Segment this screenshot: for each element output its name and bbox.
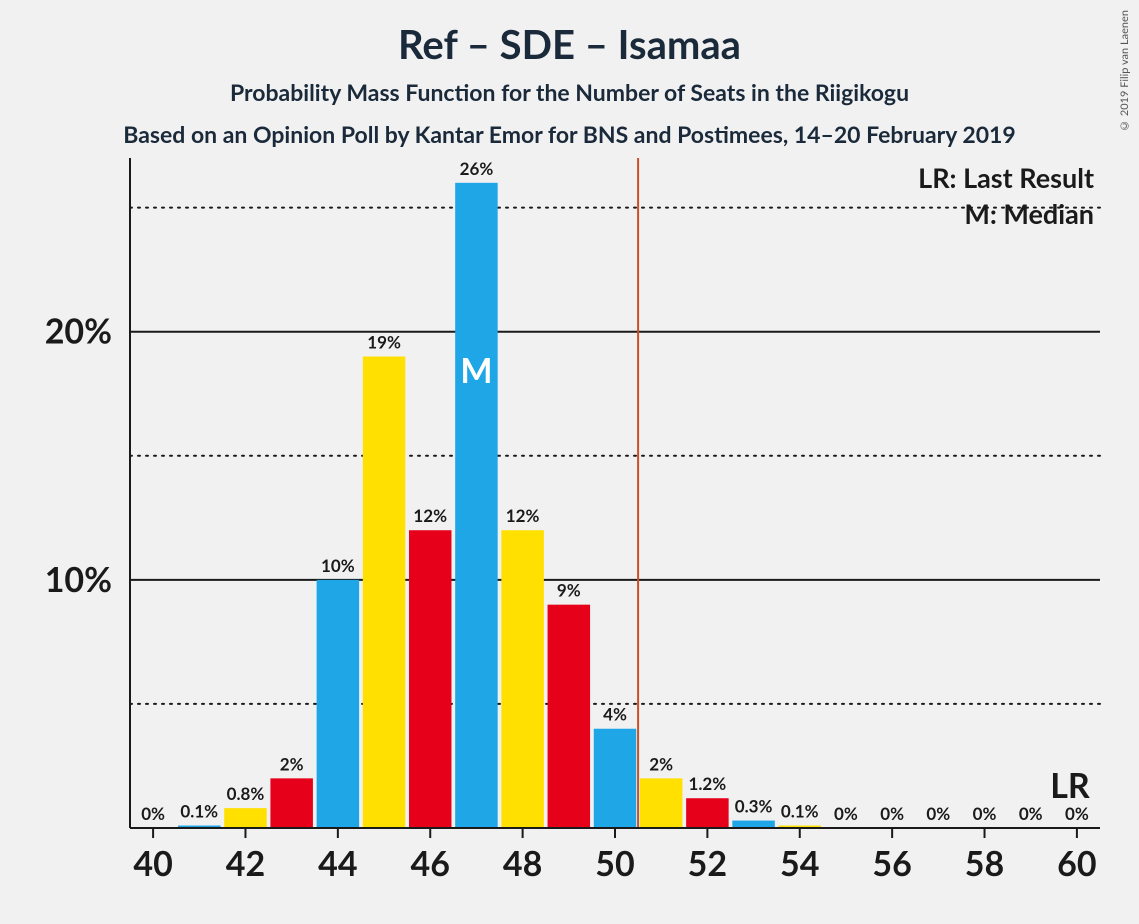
copyright-text: © 2019 Filip van Laenen xyxy=(1118,10,1131,132)
y-tick-label: 20% xyxy=(45,311,112,352)
bar-value-label: 19% xyxy=(367,332,401,353)
legend-lr: LR: Last Result xyxy=(918,161,1094,194)
x-tick-label: 50 xyxy=(595,843,634,884)
x-tick-label: 40 xyxy=(133,843,172,884)
bar xyxy=(548,605,590,828)
bar-value-label: 0% xyxy=(834,803,858,824)
chart-container: 10% 20% 0% 0.1% 0.8% 2% 10% 19% 12% 26% M 12% 9% 4% 2%… xyxy=(30,158,1110,898)
bar xyxy=(686,798,728,828)
chart-source: Based on an Opinion Poll by Kantar Emor … xyxy=(0,120,1139,148)
bar-value-label: 4% xyxy=(603,704,627,725)
bar-value-label: 0.1% xyxy=(180,801,218,822)
bar xyxy=(732,821,774,828)
x-tick-label: 48 xyxy=(503,843,542,884)
bar xyxy=(594,729,636,828)
lr-label: LR xyxy=(1050,765,1090,806)
bar-value-label: 0% xyxy=(926,803,950,824)
chart-title: Ref – SDE – Isamaa xyxy=(0,20,1139,68)
x-tick-label: 46 xyxy=(411,843,450,884)
bar xyxy=(501,530,543,828)
bar-value-label: 0% xyxy=(880,803,904,824)
x-tick-label: 54 xyxy=(780,843,819,884)
bar-value-label: 0% xyxy=(1019,803,1043,824)
legend-median: M: Median xyxy=(964,197,1094,230)
bar xyxy=(455,183,497,828)
x-tick-label: 52 xyxy=(688,843,727,884)
x-tick-label: 58 xyxy=(965,843,1004,884)
bar-value-label: 12% xyxy=(413,505,447,526)
bar-value-label: 0% xyxy=(141,803,165,824)
bar-value-label: 2% xyxy=(649,753,673,774)
bar-value-label: 26% xyxy=(460,158,494,179)
bar xyxy=(317,580,359,828)
bar-value-label: 9% xyxy=(557,580,581,601)
bar xyxy=(640,778,682,828)
bar-value-label: 0.3% xyxy=(735,796,773,817)
bar-value-label: 2% xyxy=(280,753,304,774)
bar xyxy=(409,530,451,828)
bar-value-label: 10% xyxy=(321,555,355,576)
x-tick-label: 44 xyxy=(318,843,357,884)
pmf-bar-chart: 10% 20% 0% 0.1% 0.8% 2% 10% 19% 12% 26% M 12% 9% 4% 2%… xyxy=(30,158,1110,898)
y-tick-label: 10% xyxy=(45,559,112,600)
x-tick-label: 42 xyxy=(226,843,265,884)
titles-block: Ref – SDE – Isamaa Probability Mass Func… xyxy=(0,0,1139,148)
bar-value-label: 0% xyxy=(973,803,997,824)
bar-value-label: 12% xyxy=(506,505,540,526)
bar xyxy=(363,357,405,828)
x-tick-label: 56 xyxy=(872,843,911,884)
bar xyxy=(270,778,312,828)
bar-value-label: 1.2% xyxy=(689,773,727,794)
bar-value-label: 0.1% xyxy=(781,801,819,822)
median-marker: M xyxy=(460,350,492,391)
x-tick-label: 60 xyxy=(1057,843,1096,884)
chart-subtitle: Probability Mass Function for the Number… xyxy=(0,78,1139,106)
bar-value-label: 0% xyxy=(1065,803,1089,824)
bar-value-label: 0.8% xyxy=(227,783,265,804)
bar xyxy=(224,808,266,828)
